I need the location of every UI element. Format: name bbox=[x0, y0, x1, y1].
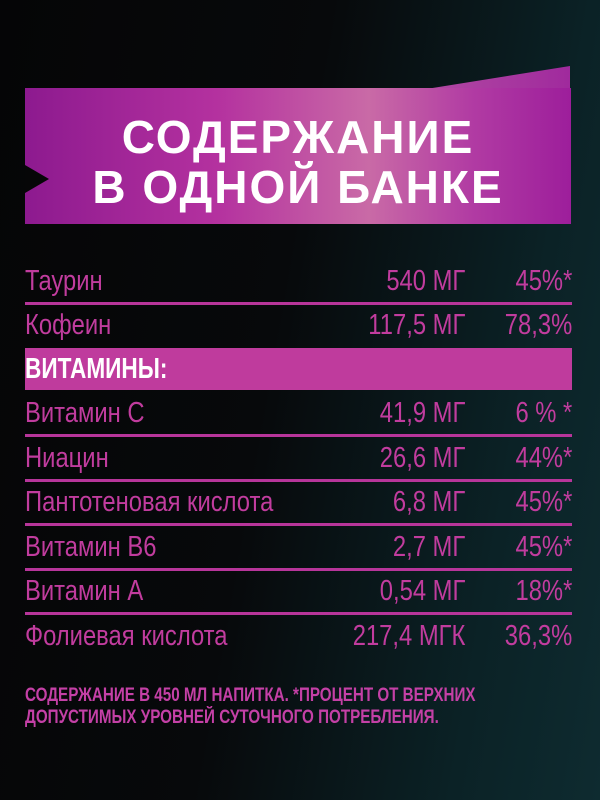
nutrient-amount: 540 МГ bbox=[386, 265, 465, 297]
nutrient-row: Пантотеновая кислота 6,8 МГ 45%* bbox=[25, 481, 572, 525]
vitamins-header-text: ВИТАМИНЫ: bbox=[25, 353, 168, 385]
nutrient-amount: 117,5 МГ bbox=[367, 309, 465, 341]
banner-decoration bbox=[420, 66, 570, 90]
nutrient-percent: 45%* bbox=[515, 265, 572, 297]
nutrient-percent: 18%* bbox=[515, 575, 572, 607]
title-banner bbox=[25, 88, 571, 224]
row-divider bbox=[25, 523, 572, 526]
nutrient-amount: 26,6 МГ bbox=[379, 441, 465, 474]
vitamins-header: ВИТАМИНЫ: bbox=[25, 348, 572, 390]
nutrient-name: Таурин bbox=[25, 265, 103, 297]
nutrient-amount: 6,8 МГ bbox=[392, 486, 465, 518]
nutrient-percent: 44%* bbox=[515, 441, 572, 474]
row-divider bbox=[25, 567, 572, 571]
row-divider bbox=[25, 302, 572, 305]
row-divider bbox=[25, 478, 572, 482]
nutrient-name: Витамин В6 bbox=[25, 530, 157, 563]
nutrient-row: Фолиевая кислота 217,4 МГК 36,3% bbox=[25, 615, 572, 659]
nutrient-percent: 78,3% bbox=[504, 309, 572, 341]
nutrient-name: Витамин А bbox=[25, 575, 144, 607]
footnote-text: ДОПУСТИМЫХ УРОВНЕЙ СУТОЧНОГО ПОТРЕБЛЕНИЯ… bbox=[25, 707, 439, 728]
nutrient-row: Витамин С 41,9 МГ 6 % * bbox=[25, 392, 572, 436]
nutrient-amount: 0,54 МГ bbox=[379, 575, 465, 607]
nutrient-name: Ниацин bbox=[25, 441, 109, 474]
nutrient-row: Витамин А 0,54 МГ 18%* bbox=[25, 570, 572, 614]
footnote-line-2: ДОПУСТИМЫХ УРОВНЕЙ СУТОЧНОГО ПОТРЕБЛЕНИЯ… bbox=[25, 707, 585, 729]
nutrient-amount: 2,7 МГ bbox=[392, 530, 465, 563]
nutrient-row: Кофеин 117,5 МГ 78,3% bbox=[25, 304, 572, 348]
row-divider bbox=[25, 612, 572, 615]
nutrient-amount: 41,9 МГ bbox=[379, 397, 465, 429]
nutrient-percent: 6 % * bbox=[515, 397, 572, 429]
footnote-line-1: СОДЕРЖАНИЕ В 450 МЛ НАПИТКА. *ПРОЦЕНТ ОТ… bbox=[25, 685, 585, 707]
nutrient-row: Таурин 540 МГ 45%* bbox=[25, 260, 572, 304]
nutrient-row: Ниацин 26,6 МГ 44%* bbox=[25, 437, 572, 481]
nutrient-percent: 36,3% bbox=[504, 619, 572, 652]
row-divider bbox=[25, 434, 572, 437]
nutrient-name: Витамин С bbox=[25, 397, 145, 429]
nutrient-percent: 45%* bbox=[515, 486, 572, 518]
nutrient-name: Пантотеновая кислота bbox=[25, 486, 274, 518]
title-line-2: В ОДНОЙ БАНКЕ bbox=[92, 161, 504, 213]
nutrient-percent: 45%* bbox=[515, 530, 572, 563]
nutrient-amount: 217,4 МГК bbox=[352, 619, 465, 652]
footnote-text: СОДЕРЖАНИЕ В 450 МЛ НАПИТКА. *ПРОЦЕНТ ОТ… bbox=[25, 685, 476, 706]
title-line-1: СОДЕРЖАНИЕ bbox=[121, 111, 475, 163]
nutrient-name: Фолиевая кислота bbox=[25, 619, 228, 652]
nutrient-row: Витамин В6 2,7 МГ 45%* bbox=[25, 526, 572, 570]
nutrient-name: Кофеин bbox=[25, 309, 112, 341]
